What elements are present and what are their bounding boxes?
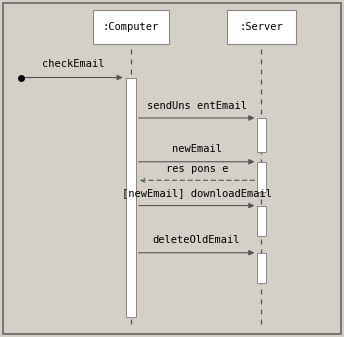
Bar — [257, 162, 266, 192]
Text: :Computer: :Computer — [103, 22, 159, 32]
FancyArrowPatch shape — [141, 178, 255, 182]
Bar — [257, 118, 266, 152]
FancyArrowPatch shape — [139, 203, 253, 208]
Bar — [257, 206, 266, 236]
FancyArrowPatch shape — [23, 75, 121, 80]
Bar — [227, 10, 296, 44]
FancyArrowPatch shape — [139, 159, 253, 164]
Text: res pons e: res pons e — [166, 163, 228, 174]
Text: sendUns entEmail: sendUns entEmail — [147, 100, 247, 111]
Text: newEmail: newEmail — [172, 144, 222, 154]
Bar — [257, 253, 266, 283]
FancyArrowPatch shape — [139, 250, 253, 255]
Text: deleteOldEmail: deleteOldEmail — [153, 235, 240, 245]
Bar — [126, 78, 136, 317]
Bar — [93, 10, 169, 44]
FancyArrowPatch shape — [139, 116, 253, 120]
Text: checkEmail: checkEmail — [42, 59, 104, 69]
Text: :Server: :Server — [239, 22, 283, 32]
Text: [newEmail] downloadEmail: [newEmail] downloadEmail — [121, 188, 272, 198]
